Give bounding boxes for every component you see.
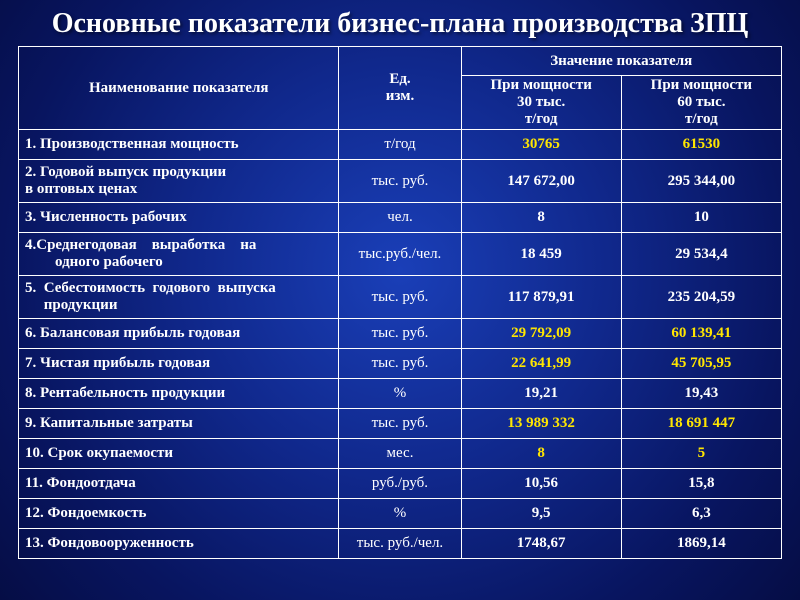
row-value-30: 1748,67	[461, 529, 621, 559]
row-value-60: 19,43	[621, 379, 781, 409]
row-unit: чел.	[339, 203, 461, 233]
slide-title: Основные показатели бизнес-плана произво…	[18, 8, 782, 40]
row-name: 3. Численность рабочих	[19, 203, 339, 233]
table-row: 10. Срок окупаемостимес.85	[19, 439, 782, 469]
header-unit: Ед.изм.	[339, 47, 461, 130]
row-name: 8. Рентабельность продукции	[19, 379, 339, 409]
table-row: 1. Производственная мощностьт/год3076561…	[19, 130, 782, 160]
row-value-30: 8	[461, 203, 621, 233]
row-name: 6. Балансовая прибыль годовая	[19, 319, 339, 349]
table-row: 11. Фондоотдачаруб./руб.10,5615,8	[19, 469, 782, 499]
header-v30: При мощности30 тыс.т/год	[461, 76, 621, 130]
table-row: 7. Чистая прибыль годоваятыс. руб.22 641…	[19, 349, 782, 379]
row-value-60: 295 344,00	[621, 160, 781, 203]
row-value-60: 18 691 447	[621, 409, 781, 439]
row-unit: тыс. руб.	[339, 276, 461, 319]
row-unit: тыс. руб.	[339, 349, 461, 379]
row-name: 2. Годовой выпуск продукции в оптовых це…	[19, 160, 339, 203]
row-value-60: 6,3	[621, 499, 781, 529]
row-value-30: 117 879,91	[461, 276, 621, 319]
row-value-30: 30765	[461, 130, 621, 160]
row-unit: тыс. руб./чел.	[339, 529, 461, 559]
row-value-30: 9,5	[461, 499, 621, 529]
row-unit: тыс.руб./чел.	[339, 233, 461, 276]
row-value-60: 15,8	[621, 469, 781, 499]
table-row: 3. Численность рабочихчел.810	[19, 203, 782, 233]
row-name: 1. Производственная мощность	[19, 130, 339, 160]
table-head: Наименование показателя Ед.изм. Значение…	[19, 47, 782, 130]
row-name: 4.Среднегодовая выработка на одного рабо…	[19, 233, 339, 276]
indicators-table: Наименование показателя Ед.изм. Значение…	[18, 46, 782, 559]
row-unit: мес.	[339, 439, 461, 469]
row-unit: т/год	[339, 130, 461, 160]
header-row-1: Наименование показателя Ед.изм. Значение…	[19, 47, 782, 76]
row-name: 12. Фондоемкость	[19, 499, 339, 529]
row-name: 13. Фондовооруженность	[19, 529, 339, 559]
row-value-30: 13 989 332	[461, 409, 621, 439]
row-value-60: 1869,14	[621, 529, 781, 559]
header-v60: При мощности60 тыс.т/год	[621, 76, 781, 130]
table-row: 13. Фондовооруженностьтыс. руб./чел.1748…	[19, 529, 782, 559]
row-value-30: 18 459	[461, 233, 621, 276]
table-body: 1. Производственная мощностьт/год3076561…	[19, 130, 782, 559]
row-unit: тыс. руб.	[339, 409, 461, 439]
row-name: 11. Фондоотдача	[19, 469, 339, 499]
row-unit: %	[339, 379, 461, 409]
row-value-60: 5	[621, 439, 781, 469]
row-unit: тыс. руб.	[339, 160, 461, 203]
row-value-60: 45 705,95	[621, 349, 781, 379]
table-row: 2. Годовой выпуск продукции в оптовых це…	[19, 160, 782, 203]
row-value-30: 147 672,00	[461, 160, 621, 203]
row-value-30: 29 792,09	[461, 319, 621, 349]
table-row: 9. Капитальные затратытыс. руб.13 989 33…	[19, 409, 782, 439]
row-value-30: 19,21	[461, 379, 621, 409]
row-name: 9. Капитальные затраты	[19, 409, 339, 439]
table-row: 12. Фондоемкость%9,56,3	[19, 499, 782, 529]
table-row: 5. Себестоимость годового выпуска продук…	[19, 276, 782, 319]
row-unit: тыс. руб.	[339, 319, 461, 349]
row-value-60: 61530	[621, 130, 781, 160]
row-name: 7. Чистая прибыль годовая	[19, 349, 339, 379]
header-name: Наименование показателя	[19, 47, 339, 130]
slide: Основные показатели бизнес-плана произво…	[0, 0, 800, 600]
row-value-30: 8	[461, 439, 621, 469]
header-value-group: Значение показателя	[461, 47, 781, 76]
table-row: 4.Среднегодовая выработка на одного рабо…	[19, 233, 782, 276]
row-name: 5. Себестоимость годового выпуска продук…	[19, 276, 339, 319]
row-name: 10. Срок окупаемости	[19, 439, 339, 469]
row-value-60: 235 204,59	[621, 276, 781, 319]
row-value-30: 22 641,99	[461, 349, 621, 379]
table-row: 6. Балансовая прибыль годоваятыс. руб.29…	[19, 319, 782, 349]
row-value-30: 10,56	[461, 469, 621, 499]
table-row: 8. Рентабельность продукции%19,2119,43	[19, 379, 782, 409]
row-unit: руб./руб.	[339, 469, 461, 499]
row-value-60: 29 534,4	[621, 233, 781, 276]
row-value-60: 60 139,41	[621, 319, 781, 349]
row-unit: %	[339, 499, 461, 529]
row-value-60: 10	[621, 203, 781, 233]
